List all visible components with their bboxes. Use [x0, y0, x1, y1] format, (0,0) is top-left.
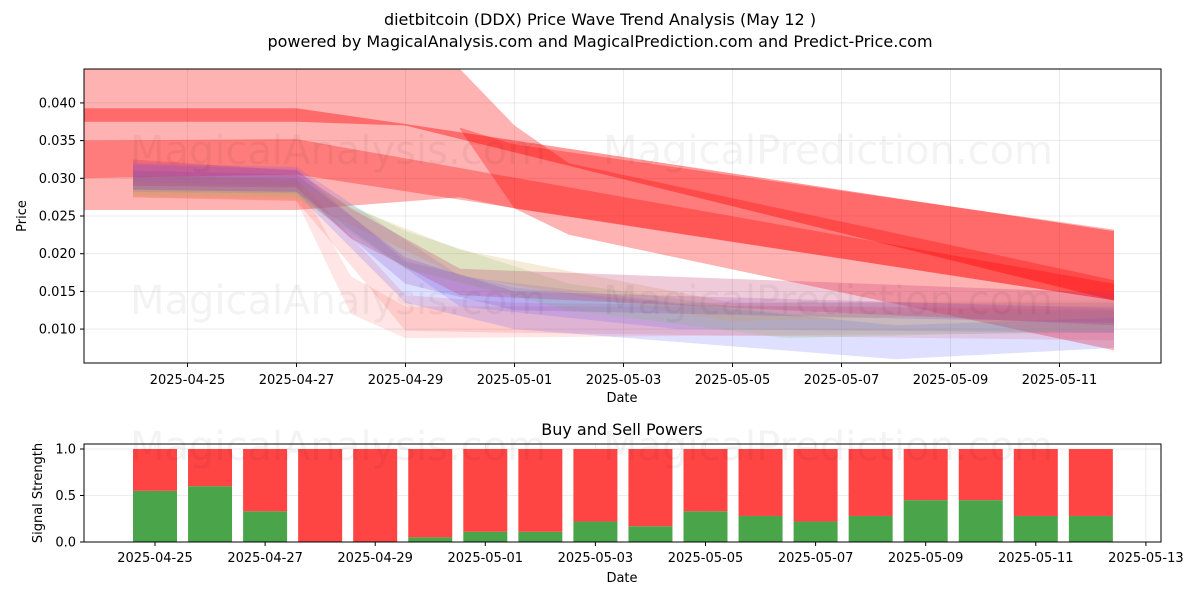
sell-bar-2025-05-04: [628, 449, 673, 527]
price-xtick-2025-05-01: 2025-05-01: [477, 373, 553, 388]
sell-bar-2025-05-12: [1068, 449, 1113, 516]
wave-band-12: [133, 159, 1114, 326]
signal-xtick-2025-04-29: 2025-04-29: [337, 551, 413, 566]
watermark-prediction-3: MagicalPrediction.com: [603, 424, 1053, 470]
signal-y-label: Signal Strength: [31, 443, 46, 543]
price-xtick-2025-05-05: 2025-05-05: [695, 373, 771, 388]
sell-bar-2025-05-11: [1013, 449, 1058, 516]
price-y-axis: 0.010 0.015 0.020 0.025 0.030 0.035 0.040: [39, 96, 84, 338]
wave-band-8: [133, 163, 1114, 333]
signal-xtick-2025-04-27: 2025-04-27: [227, 551, 303, 566]
wave-band-11: [133, 170, 1114, 323]
buy-bar-2025-05-04: [628, 526, 673, 542]
buy-bar-2025-05-01: [463, 531, 508, 542]
sell-bar-2025-04-25: [133, 449, 177, 491]
buy-bar-2025-05-07: [793, 521, 838, 542]
price-ytick-0-040: 0.040: [39, 96, 76, 111]
signal-bars: [133, 449, 1113, 542]
price-ytick-0-010: 0.010: [39, 323, 76, 338]
price-xtick-2025-05-03: 2025-05-03: [586, 373, 662, 388]
signal-xtick-2025-05-03: 2025-05-03: [558, 551, 634, 566]
wave-band-9: [133, 174, 1114, 339]
buy-bar-2025-05-10: [958, 500, 1003, 542]
chart-title: dietbitcoin (DDX) Price Wave Trend Analy…: [384, 10, 816, 29]
sell-bar-2025-04-30: [408, 449, 453, 538]
sell-bar-2025-05-07: [793, 449, 838, 522]
price-ytick-0-035: 0.035: [39, 134, 76, 149]
sell-bar-2025-05-03: [573, 449, 618, 522]
price-ytick-0-015: 0.015: [39, 285, 76, 300]
signal-y-axis: 0.0 0.5 1.0: [55, 443, 84, 551]
signal-plot-frame: [83, 443, 1162, 543]
price-xtick-2025-04-25: 2025-04-25: [150, 373, 226, 388]
buy-bar-2025-05-03: [573, 521, 618, 542]
buy-bar-2025-05-11: [1013, 515, 1058, 542]
sell-bar-2025-05-09: [903, 449, 948, 501]
buy-bar-2025-05-08: [848, 515, 893, 542]
signal-xtick-2025-05-09: 2025-05-09: [888, 551, 964, 566]
watermark-analysis-1: MagicalAnalysis.com: [130, 128, 546, 174]
wave-band-3: [84, 108, 1114, 301]
price-xtick-2025-05-09: 2025-05-09: [913, 373, 989, 388]
signal-ytick-0-0: 0.0: [55, 536, 76, 551]
price-wave-bands: [84, 69, 1114, 360]
wave-band-5: [133, 174, 1114, 341]
signal-xtick-2025-04-25: 2025-04-25: [117, 551, 193, 566]
signal-ytick-1-0: 1.0: [55, 443, 76, 458]
signal-x-axis: 2025-04-25 2025-04-27 2025-04-29 2025-05-01…: [117, 542, 1184, 566]
sell-bar-2025-05-10: [958, 449, 1003, 501]
price-xtick-2025-04-27: 2025-04-27: [259, 373, 335, 388]
wave-band-10: [133, 182, 1114, 322]
price-ytick-0-030: 0.030: [39, 172, 76, 187]
watermark-analysis-3: MagicalAnalysis.com: [130, 424, 546, 470]
signal-xtick-2025-05-11: 2025-05-11: [998, 551, 1074, 566]
price-xtick-2025-04-29: 2025-04-29: [368, 373, 444, 388]
buy-bar-2025-05-06: [738, 515, 783, 542]
sell-bar-2025-04-27: [243, 449, 288, 512]
watermark-prediction-1: MagicalPrediction.com: [603, 128, 1053, 174]
buy-bar-2025-04-27: [243, 511, 288, 542]
signal-xtick-2025-05-13: 2025-05-13: [1108, 551, 1184, 566]
sell-bar-2025-05-01: [463, 449, 508, 532]
wave-band-6: [133, 176, 1114, 339]
signal-xtick-2025-05-05: 2025-05-05: [668, 551, 744, 566]
signal-xtick-2025-05-01: 2025-05-01: [448, 551, 524, 566]
price-x-label: Date: [606, 391, 637, 406]
price-x-axis: 2025-04-25 2025-04-27 2025-04-29 2025-05-01…: [150, 363, 1098, 388]
sell-bar-2025-04-29: [353, 449, 398, 542]
buy-bar-2025-05-12: [1068, 515, 1113, 542]
price-ytick-0-020: 0.020: [39, 247, 76, 262]
wave-band-4: [460, 127, 1114, 301]
sell-bar-2025-05-02: [518, 449, 563, 532]
price-grid: [84, 69, 1161, 363]
watermark-prediction-2: MagicalPrediction.com: [603, 278, 1053, 324]
signal-title: Buy and Sell Powers: [541, 420, 703, 439]
buy-bar-2025-05-05: [683, 511, 728, 542]
signal-ytick-0-5: 0.5: [55, 489, 76, 504]
buy-bar-2025-04-26: [188, 486, 233, 542]
sell-bar-2025-04-28: [298, 449, 343, 542]
wave-band-1: [84, 69, 1114, 351]
signal-xtick-2025-05-07: 2025-05-07: [778, 551, 854, 566]
buy-bar-2025-05-02: [518, 531, 563, 542]
signal-x-label: Date: [606, 571, 637, 586]
sell-bar-2025-05-08: [848, 449, 893, 516]
price-xtick-2025-05-11: 2025-05-11: [1022, 373, 1098, 388]
watermark-analysis-2: MagicalAnalysis.com: [130, 278, 546, 324]
sell-bar-2025-04-26: [188, 449, 233, 487]
chart-subtitle: powered by MagicalAnalysis.com and Magic…: [267, 32, 932, 51]
wave-band-2: [84, 139, 1114, 301]
buy-bar-2025-05-09: [903, 500, 948, 542]
price-y-label: Price: [15, 200, 30, 232]
wave-band-7: [133, 164, 1114, 360]
sell-bar-2025-05-05: [683, 449, 728, 512]
price-xtick-2025-05-07: 2025-05-07: [804, 373, 880, 388]
price-ytick-0-025: 0.025: [39, 210, 76, 225]
buy-bar-2025-04-30: [408, 537, 453, 542]
sell-bar-2025-05-06: [738, 449, 783, 516]
buy-bar-2025-04-25: [133, 490, 177, 542]
